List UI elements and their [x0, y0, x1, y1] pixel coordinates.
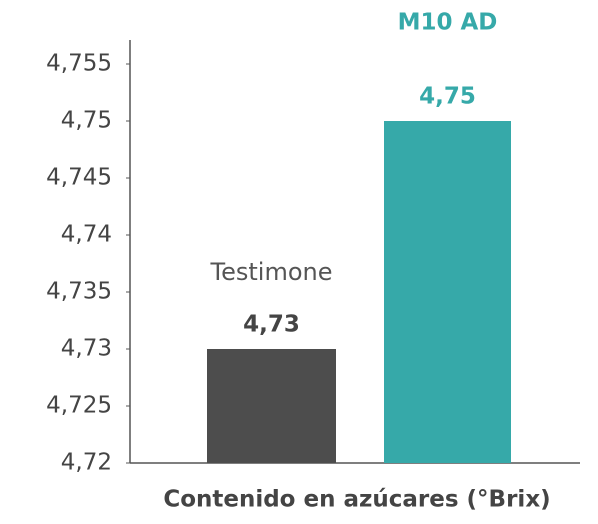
y-tick-label: 4,755	[46, 51, 112, 77]
y-tick-label: 4,74	[61, 222, 112, 248]
y-tick-label: 4,745	[46, 165, 112, 191]
y-tick-label: 4,725	[46, 393, 112, 419]
data-label: 4,75	[419, 84, 476, 110]
category-label: M10 AD	[398, 10, 498, 36]
y-tick-label: 4,735	[46, 279, 112, 305]
y-tick-label: 4,75	[61, 108, 112, 134]
category-label: Testimone	[210, 258, 333, 286]
y-tick-label: 4,73	[61, 336, 112, 362]
y-tick-label: 4,72	[61, 450, 112, 476]
bar	[384, 121, 511, 463]
bar	[207, 349, 336, 463]
x-axis-label: Contenido en azúcares (°Brix)	[163, 487, 550, 513]
data-label: 4,73	[243, 312, 300, 338]
